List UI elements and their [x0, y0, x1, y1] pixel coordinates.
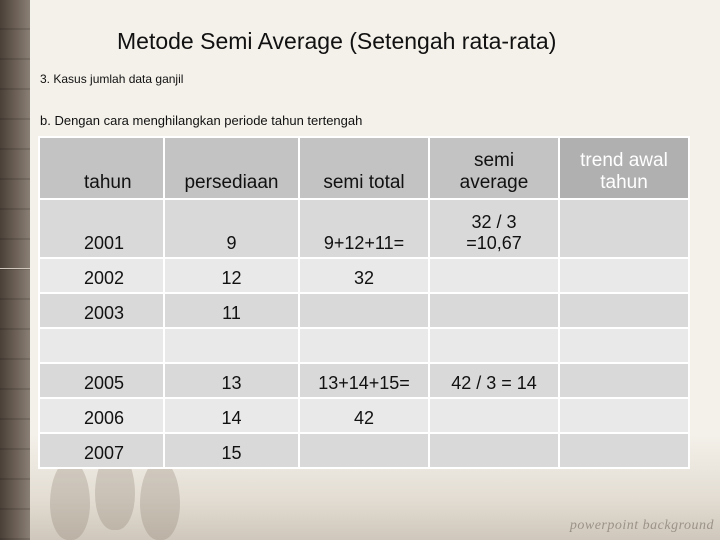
subtitle-case: 3. Kasus jumlah data ganjil — [40, 72, 184, 86]
cell-semi-total: 9+12+11= — [298, 198, 430, 259]
cell-semi-average — [428, 432, 560, 469]
cell-semi-average — [428, 257, 560, 294]
table-row: 2006 14 42 — [38, 397, 690, 434]
slide-title: Metode Semi Average (Setengah rata-rata) — [117, 28, 557, 54]
cell-persediaan: 13 — [163, 362, 300, 399]
table-row: 2002 12 32 — [38, 257, 690, 294]
cell-semi-total — [298, 327, 430, 364]
cell-trend — [558, 257, 690, 294]
header-semi-total: semi total — [298, 136, 430, 200]
cell-persediaan: 15 — [163, 432, 300, 469]
cell-trend — [558, 198, 690, 259]
table-row: 2005 13 13+14+15= 42 / 3 = 14 — [38, 362, 690, 399]
cell-persediaan: 12 — [163, 257, 300, 294]
cell-persediaan: 9 — [163, 198, 300, 259]
cell-semi-average: 32 / 3 =10,67 — [428, 198, 560, 259]
cell-semi-average — [428, 327, 560, 364]
cell-persediaan — [163, 327, 300, 364]
left-border-line — [0, 268, 30, 269]
table-row — [38, 327, 690, 364]
table-row: 2003 11 — [38, 292, 690, 329]
cell-trend — [558, 327, 690, 364]
table-header-row: tahun persediaan semi total semi average … — [38, 136, 690, 200]
cell-tahun: 2005 — [38, 362, 165, 399]
header-trend-awal-tahun: trend awal tahun — [558, 136, 690, 200]
cell-trend — [558, 292, 690, 329]
cell-semi-total — [298, 432, 430, 469]
data-table: tahun persediaan semi total semi average … — [38, 136, 690, 469]
subtitle-method: b. Dengan cara menghilangkan periode tah… — [40, 113, 363, 128]
header-persediaan: persediaan — [163, 136, 300, 200]
guitar-icon — [50, 460, 90, 540]
cell-semi-average: 42 / 3 = 14 — [428, 362, 560, 399]
cell-tahun: 2002 — [38, 257, 165, 294]
table-row: 2001 9 9+12+11= 32 / 3 =10,67 — [38, 198, 690, 259]
cell-tahun — [38, 327, 165, 364]
cell-trend — [558, 397, 690, 434]
header-semi-average: semi average — [428, 136, 560, 200]
header-tahun: tahun — [38, 136, 165, 200]
cell-persediaan: 14 — [163, 397, 300, 434]
cell-trend — [558, 432, 690, 469]
cell-semi-total: 13+14+15= — [298, 362, 430, 399]
cell-trend — [558, 362, 690, 399]
guitar-icon — [140, 460, 180, 540]
cell-semi-average — [428, 292, 560, 329]
cell-semi-average — [428, 397, 560, 434]
cell-tahun: 2003 — [38, 292, 165, 329]
cell-semi-total: 42 — [298, 397, 430, 434]
watermark: powerpoint background — [569, 518, 714, 533]
cell-semi-total — [298, 292, 430, 329]
cell-tahun: 2006 — [38, 397, 165, 434]
cell-semi-total: 32 — [298, 257, 430, 294]
left-wood-border — [0, 0, 30, 540]
cell-tahun: 2001 — [38, 198, 165, 259]
table-row: 2007 15 — [38, 432, 690, 469]
cell-tahun: 2007 — [38, 432, 165, 469]
cell-persediaan: 11 — [163, 292, 300, 329]
